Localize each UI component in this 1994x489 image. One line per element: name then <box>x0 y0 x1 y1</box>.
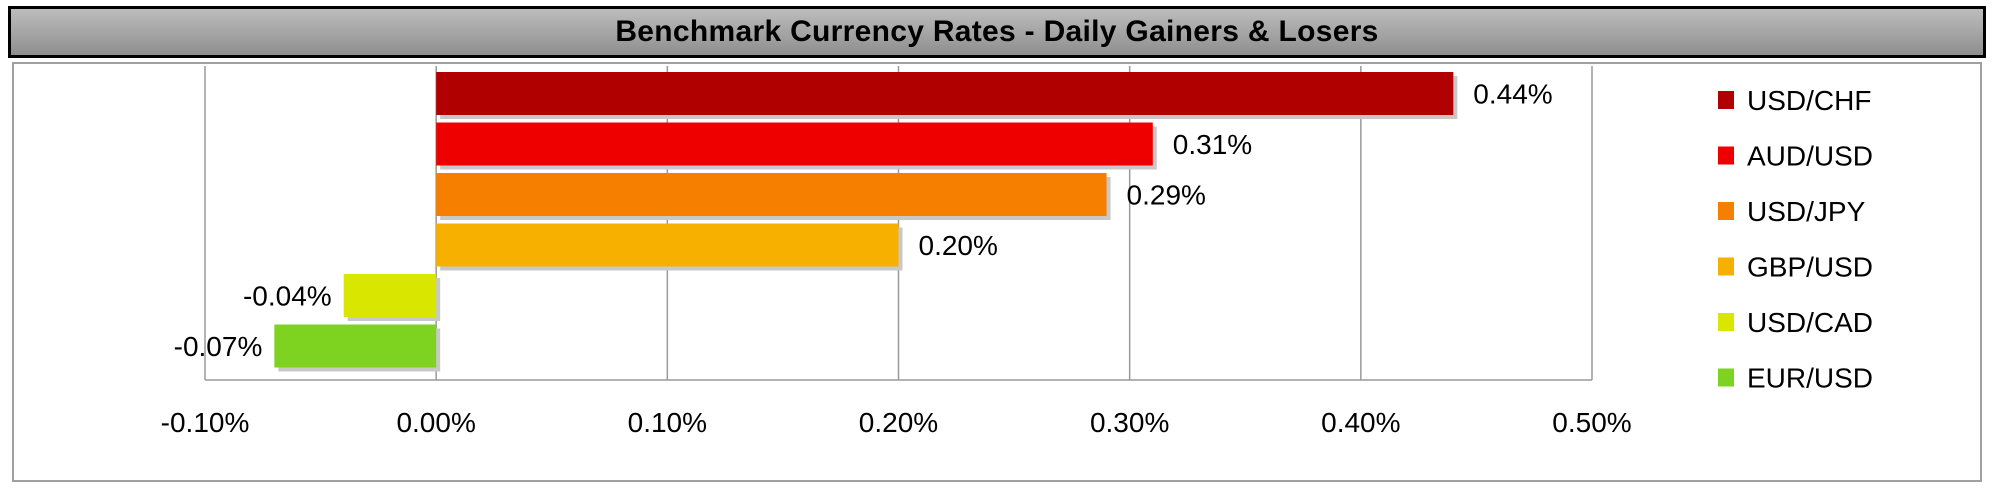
x-tick-label: 0.10% <box>628 407 707 438</box>
legend-label: USD/JPY <box>1747 196 1866 227</box>
bar <box>436 72 1454 115</box>
x-tick-label: 0.40% <box>1321 407 1400 438</box>
legend-label: USD/CHF <box>1747 85 1871 116</box>
chart-title-bar: Benchmark Currency Rates - Daily Gainers… <box>8 6 1986 58</box>
data-label: 0.31% <box>1173 129 1252 160</box>
chart-title: Benchmark Currency Rates - Daily Gainers… <box>615 15 1379 48</box>
data-label: -0.07% <box>174 331 263 362</box>
x-tick-label: 0.50% <box>1552 407 1631 438</box>
data-label: 0.29% <box>1127 180 1206 211</box>
x-axis-tick-labels: -0.10% 0.00% 0.10% 0.20% 0.30% 0.40% 0.50% <box>161 407 1632 438</box>
legend-swatch <box>1718 368 1734 387</box>
legend-label: GBP/USD <box>1747 252 1873 283</box>
legend-swatch <box>1718 146 1734 165</box>
legend-swatch <box>1718 313 1734 331</box>
data-label: -0.04% <box>243 281 332 312</box>
x-tick-label: -0.10% <box>161 407 250 438</box>
legend-swatch <box>1718 257 1734 276</box>
bar <box>343 274 437 317</box>
x-tick-label: 0.30% <box>1090 407 1169 438</box>
x-tick-label: 0.00% <box>396 407 475 438</box>
bar <box>274 324 437 368</box>
bar <box>436 122 1153 166</box>
bar <box>436 223 899 267</box>
data-label: 0.20% <box>919 230 998 261</box>
legend-label: EUR/USD <box>1747 363 1873 394</box>
x-tick-label: 0.20% <box>859 407 938 438</box>
legend: USD/CHF AUD/USD USD/JPY GBP/USD USD/CAD EUR/U… <box>1718 85 1873 394</box>
bar <box>436 173 1107 216</box>
data-labels: 0.44% 0.31% 0.29% 0.20% -0.04% -0.07% <box>174 79 1553 363</box>
legend-swatch <box>1718 202 1734 220</box>
legend-swatch <box>1718 91 1734 109</box>
data-label: 0.44% <box>1473 79 1552 110</box>
bars <box>274 72 1458 372</box>
legend-label: AUD/USD <box>1747 141 1873 172</box>
legend-label: USD/CAD <box>1747 307 1873 338</box>
